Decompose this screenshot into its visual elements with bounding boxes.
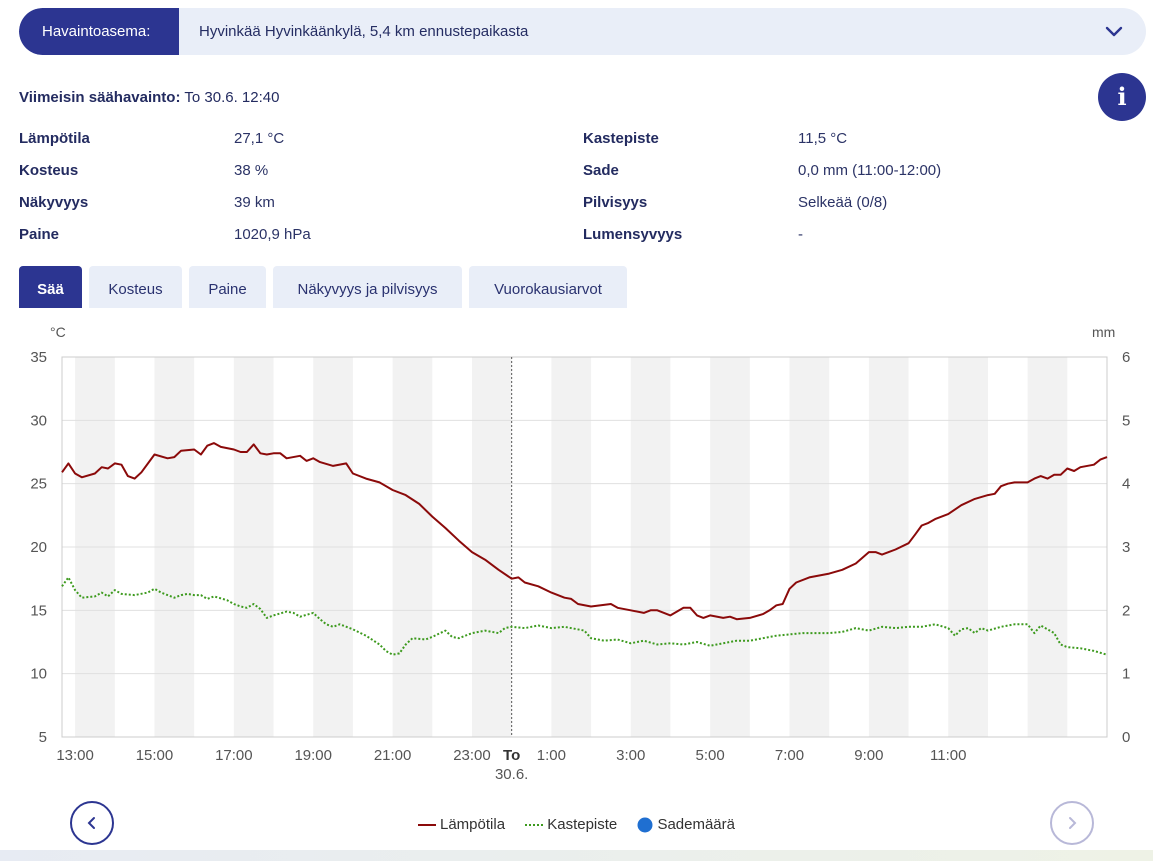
x-tick-label: 17:00 [215,747,253,764]
legend-precipitation-label: Sademäärä [657,815,735,833]
legend-dewpoint-label: Kastepiste [547,815,618,833]
obs-value-dewpoint: 11,5 °C [798,130,848,147]
x-tick-label: 21:00 [374,747,412,764]
y-left-tick: 5 [39,729,47,746]
tab-visibility-cloudiness[interactable]: Näkyvyys ja pilvisyys [273,266,462,308]
obs-label-dewpoint: Kastepiste [583,130,659,147]
y-right-tick: 5 [1122,412,1130,429]
station-value[interactable]: Hyvinkää Hyvinkäänkylä, 5,4 km ennustepa… [199,23,529,40]
x-tick-label: 19:00 [294,747,332,764]
x-tick-sublabel: 30.6. [495,766,528,783]
y-right-tick: 3 [1122,539,1130,556]
x-tick-label: 7:00 [775,747,804,764]
x-tick-label: 5:00 [696,747,725,764]
y-left-ticks: 35 30 25 20 15 10 5 [30,349,47,746]
y-left-tick: 15 [30,602,47,619]
footer-strip [0,850,1153,861]
chevron-right-icon [1069,817,1077,829]
y-left-tick: 30 [30,412,47,429]
obs-label-humidity: Kosteus [19,162,79,179]
temperature-line [61,442,1108,621]
chart-legend: Lämpötila Kastepiste Sademäärä [0,815,1153,841]
y-left-tick: 20 [30,539,47,556]
latest-observation: Viimeisin säähavainto: To 30.6. 12:40 [19,89,279,106]
legend-dot-icon [637,817,653,833]
obs-value-snow-depth: - [798,226,803,243]
plot-frame [61,356,1108,738]
obs-value-pressure: 1020,9 hPa [234,226,311,243]
y-left-tick: 25 [30,476,47,493]
next-button[interactable] [1050,801,1094,845]
previous-button[interactable] [70,801,114,845]
x-tick-label: 15:00 [136,747,174,764]
obs-label-precipitation: Sade [583,162,619,179]
y-right-unit: mm [1092,324,1115,340]
legend-temperature-label: Lämpötila [440,815,506,833]
obs-value-temperature: 27,1 °C [234,130,285,147]
obs-label-snow-depth: Lumensyvyys [583,226,683,243]
legend-solid-line-icon [418,823,436,826]
obs-label-temperature: Lämpötila [19,130,90,147]
y-left-tick: 35 [30,349,47,366]
legend-temperature[interactable]: Lämpötila [418,816,505,833]
obs-value-humidity: 38 % [234,162,269,179]
info-button[interactable]: i [1098,73,1146,121]
tab-humidity[interactable]: Kosteus [89,266,182,308]
x-tick-label: 3:00 [616,747,645,764]
y-right-tick: 6 [1122,349,1130,366]
y-right-tick: 2 [1122,602,1130,619]
x-tick-label: 11:00 [930,747,966,764]
obs-value-cloudiness: Selkeää (0/8) [798,194,888,211]
latest-observation-time: To 30.6. 12:40 [184,89,280,106]
y-left-tick: 10 [30,666,47,683]
legend-dotted-line-icon [525,823,544,826]
chevron-down-icon[interactable] [1104,21,1124,41]
x-tick-label: 1:00 [537,747,566,764]
info-icon: i [1117,82,1127,111]
station-label: Havaintoasema: [19,8,179,55]
tab-pressure[interactable]: Paine [189,266,266,308]
y-right-tick: 1 [1122,666,1130,683]
y-right-tick: 4 [1122,476,1130,493]
tab-weather[interactable]: Sää [19,266,82,308]
legend-precipitation[interactable]: Sademäärä [637,816,735,833]
x-tick-label: 23:00 [453,747,491,764]
obs-label-pressure: Paine [19,226,60,243]
latest-observation-label: Viimeisin säähavainto: [19,89,181,106]
x-ticks: 13:00 15:00 17:00 19:00 21:00 23:00 To 30.6. 1:0… [56,747,966,783]
obs-value-visibility: 39 km [234,194,275,211]
x-tick-label: To [503,747,520,764]
x-tick-label: 9:00 [854,747,883,764]
tab-daily-values[interactable]: Vuorokausiarvot [469,266,627,308]
x-tick-label: 13:00 [56,747,94,764]
chevron-left-icon [87,817,95,829]
y-right-tick: 0 [1122,729,1130,746]
chart-series [61,442,1108,656]
y-left-unit: °C [50,324,66,340]
obs-value-precipitation: 0,0 mm (11:00-12:00) [798,162,942,179]
station-selector[interactable]: Havaintoasema: Hyvinkää Hyvinkäänkylä, 5… [19,8,1146,55]
legend-dewpoint[interactable]: Kastepiste [525,816,617,833]
obs-label-cloudiness: Pilvisyys [583,194,648,211]
obs-label-visibility: Näkyvyys [19,194,89,211]
y-right-ticks: 6 5 4 3 2 1 0 [1122,349,1130,746]
